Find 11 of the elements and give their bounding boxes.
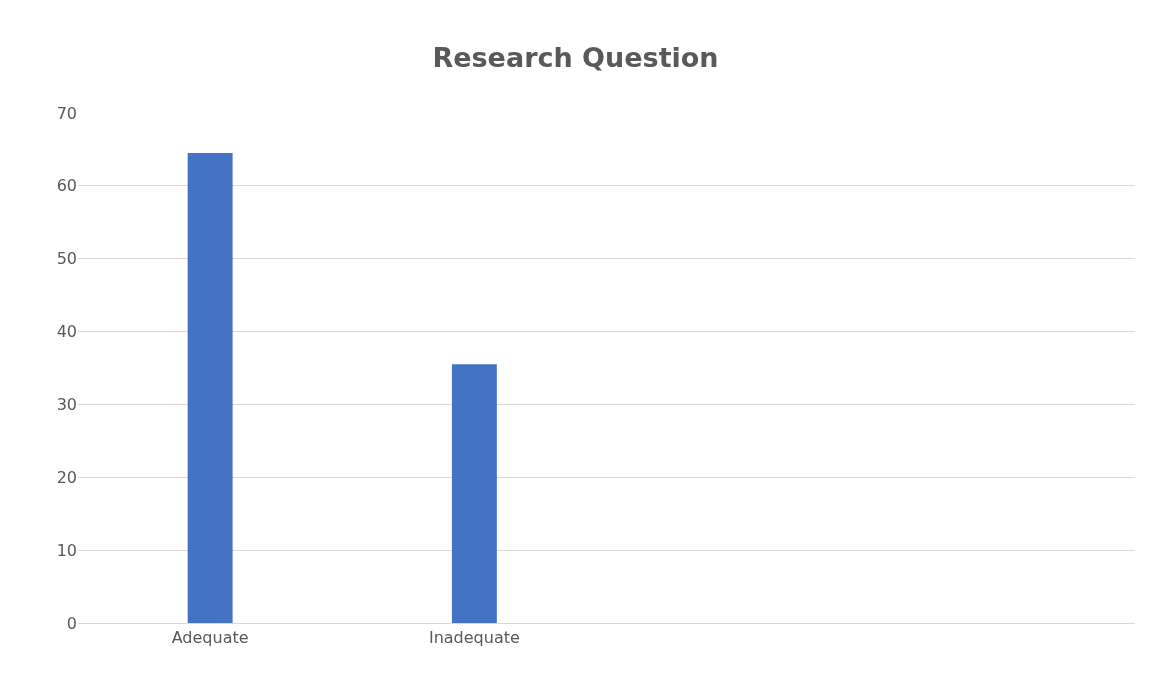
y-tick-label: 10	[56, 540, 77, 560]
x-tick-label: Inadequate	[428, 628, 520, 648]
x-tick-label: Adequate	[171, 628, 249, 648]
y-tick-label: 20	[56, 467, 77, 487]
y-tick-label: 30	[56, 395, 77, 415]
y-tick-label: 70	[56, 103, 77, 123]
y-tick-label: 50	[56, 249, 77, 269]
y-tick-label: 60	[56, 176, 77, 196]
y-tick-label: 0	[66, 613, 77, 633]
y-tick-label: 40	[56, 322, 77, 342]
chart-title: Research Question	[432, 41, 719, 73]
